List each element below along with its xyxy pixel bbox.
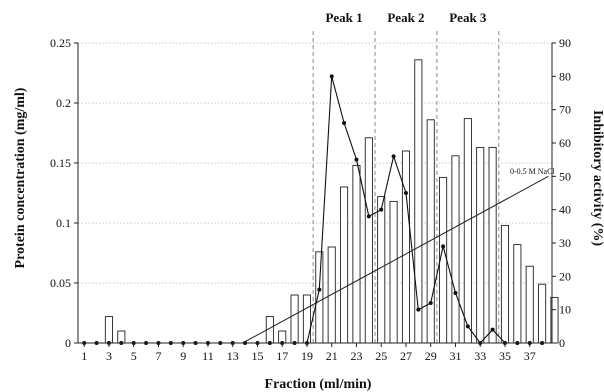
bar-fraction-24 xyxy=(364,137,373,344)
gradient-line xyxy=(242,175,549,344)
left-y-axis-label: Protein concentration (mg/ml) xyxy=(13,87,28,268)
bar-fraction-20 xyxy=(315,251,324,344)
protein-bars xyxy=(104,59,559,344)
activity-point-21 xyxy=(329,74,334,79)
x-tick-label-7: 15 xyxy=(251,349,263,363)
axes xyxy=(77,43,553,344)
activity-point-34 xyxy=(490,327,495,332)
activity-point-22 xyxy=(342,121,347,125)
bar-fraction-35 xyxy=(500,224,510,344)
left-tick-label-0: 0 xyxy=(65,336,71,350)
tick-labels: 1 3 5 7 9 11 13 15 17 19 21 23 25 27 29 31 33 35 3700.050.… xyxy=(50,36,571,363)
left-tick-label-4: 0.2 xyxy=(56,96,71,110)
bar-fraction-36 xyxy=(513,244,522,344)
activity-point-30 xyxy=(441,244,446,249)
right-tick-label-9: 90 xyxy=(559,36,571,50)
bar-fraction-34 xyxy=(488,146,497,344)
bar-fraction-37 xyxy=(525,265,534,344)
gradient-label: 0-0.5 M NaCl xyxy=(510,167,555,176)
x-tick-label-12: 25 xyxy=(375,349,387,363)
left-tick-label-3: 0.15 xyxy=(50,156,71,170)
right-tick-label-8: 80 xyxy=(559,69,571,83)
x-tick-label-13: 27 xyxy=(400,349,412,363)
right-tick-label-7: 70 xyxy=(559,103,571,117)
x-tick-label-16: 33 xyxy=(474,349,486,363)
activity-point-20 xyxy=(317,287,322,292)
bar-fraction-19 xyxy=(302,294,311,344)
right-tick-label-4: 40 xyxy=(559,203,571,217)
activity-point-23 xyxy=(354,157,359,162)
x-tick-label-11: 23 xyxy=(350,349,362,363)
left-tick-label-2: 0.1 xyxy=(56,216,71,230)
x-tick-label-2: 5 xyxy=(131,349,137,363)
x-tick-label-6: 13 xyxy=(227,349,239,363)
x-tick-label-18: 37 xyxy=(524,349,536,363)
x-tick-label-8: 17 xyxy=(276,349,288,363)
peak-label-2: Peak 2 xyxy=(387,10,424,25)
activity-point-31 xyxy=(453,291,458,295)
x-tick-label-3: 7 xyxy=(155,349,161,363)
bar-fraction-28 xyxy=(414,59,423,344)
x-tick-label-10: 21 xyxy=(326,349,338,363)
bar-fraction-33 xyxy=(476,146,485,344)
x-tick-label-1: 3 xyxy=(106,349,112,363)
bar-fraction-27 xyxy=(401,150,411,344)
peak-dividers: Peak 1 Peak 2 Peak 3 xyxy=(312,10,500,343)
x-tick-label-4: 9 xyxy=(180,349,186,363)
x-tick-label-9: 19 xyxy=(301,349,313,363)
bar-fraction-18 xyxy=(290,294,299,344)
bar-fraction-3 xyxy=(104,316,113,344)
activity-point-27 xyxy=(403,191,408,195)
right-tick-label-1: 10 xyxy=(559,303,571,317)
bar-fraction-25 xyxy=(377,196,386,344)
bar-fraction-38 xyxy=(538,283,547,344)
bar-fraction-21 xyxy=(327,246,336,344)
bar-fraction-31 xyxy=(451,155,460,344)
x-tick-label-17: 35 xyxy=(499,349,511,363)
x-axis-label: Fraction (ml/min) xyxy=(265,377,372,392)
x-tick-label-0: 1 xyxy=(81,349,87,363)
activity-point-32 xyxy=(465,324,470,329)
left-tick-label-1: 0.05 xyxy=(50,276,71,290)
peak-label-3: Peak 3 xyxy=(449,10,487,25)
gradient-line-group: 0-0.5 M NaCl xyxy=(242,167,555,344)
right-tick-label-5: 50 xyxy=(559,169,571,183)
activity-point-26 xyxy=(391,154,396,159)
x-tick-label-14: 29 xyxy=(425,349,437,363)
activity-point-24 xyxy=(366,214,371,219)
bar-fraction-23 xyxy=(352,164,361,344)
left-tick-label-5: 0.25 xyxy=(50,36,71,50)
bar-fraction-32 xyxy=(463,118,472,344)
right-tick-label-3: 30 xyxy=(559,236,571,250)
right-tick-label-0: 0 xyxy=(559,336,565,350)
right-tick-label-6: 60 xyxy=(559,136,571,150)
activity-point-25 xyxy=(379,207,384,212)
bar-fraction-22 xyxy=(340,186,349,344)
right-y-axis-label: Inhibitory activity (%) xyxy=(590,110,604,246)
x-tick-label-5: 11 xyxy=(202,349,214,363)
right-tick-label-2: 20 xyxy=(559,269,571,283)
bar-fraction-26 xyxy=(389,200,398,344)
bar-fraction-29 xyxy=(426,119,435,344)
x-tick-label-15: 31 xyxy=(449,349,461,363)
activity-point-28 xyxy=(416,307,421,312)
activity-point-29 xyxy=(428,301,433,305)
peak-label-1: Peak 1 xyxy=(325,10,362,25)
